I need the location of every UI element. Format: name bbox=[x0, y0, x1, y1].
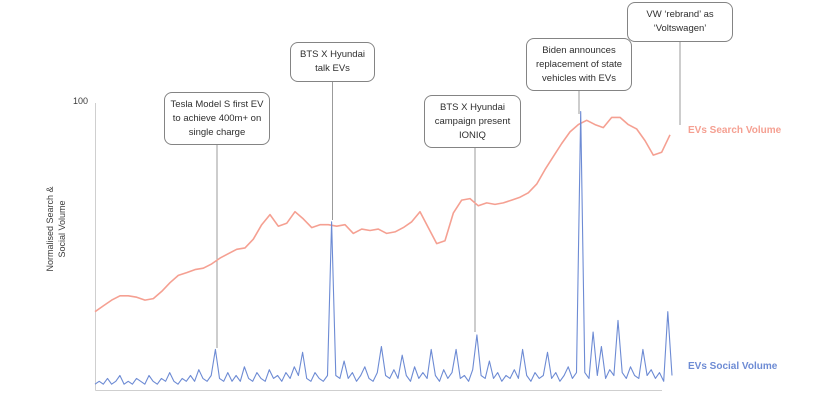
annotation-callout-bts-talk-evs: BTS X Hyundai talk EVs bbox=[290, 42, 375, 82]
annotation-callout-bts-ioniq: BTS X Hyundai campaign present IONIQ bbox=[424, 95, 521, 149]
annotation-callout-biden-state-vehicles: Biden announces replacement of state veh… bbox=[526, 38, 632, 92]
annotation-callout-tesla-400m: Tesla Model S first EV to achieve 400m+ … bbox=[164, 92, 270, 146]
legend-search-volume: EVs Search Volume bbox=[688, 125, 782, 136]
social-volume-line bbox=[94, 111, 673, 385]
y-axis-tick-100: 100 bbox=[72, 96, 88, 106]
search-volume-line bbox=[94, 116, 671, 313]
legend-social-volume: EVs Social Volume bbox=[688, 361, 778, 372]
y-axis-label: Normalised Search & Social Volume bbox=[45, 186, 68, 272]
annotation-callout-vw-voltswagen: VW ‘rebrand’ as ‘Voltswagen’ bbox=[627, 2, 733, 42]
